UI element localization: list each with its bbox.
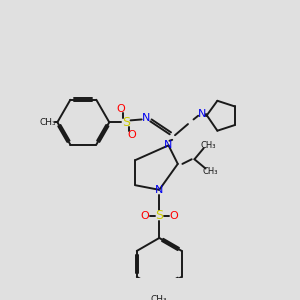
Text: CH₃: CH₃ <box>151 295 168 300</box>
Text: N: N <box>198 109 206 119</box>
Text: N: N <box>142 112 151 123</box>
Text: O: O <box>127 130 136 140</box>
Text: CH₃: CH₃ <box>202 167 218 176</box>
Text: S: S <box>122 116 130 129</box>
Text: CH₃: CH₃ <box>201 141 216 150</box>
Text: O: O <box>170 211 178 221</box>
Text: S: S <box>155 209 163 222</box>
Text: N: N <box>164 140 173 150</box>
Text: O: O <box>140 211 149 221</box>
Text: O: O <box>116 104 125 114</box>
Text: N: N <box>155 185 164 195</box>
Text: CH₃: CH₃ <box>40 118 56 127</box>
